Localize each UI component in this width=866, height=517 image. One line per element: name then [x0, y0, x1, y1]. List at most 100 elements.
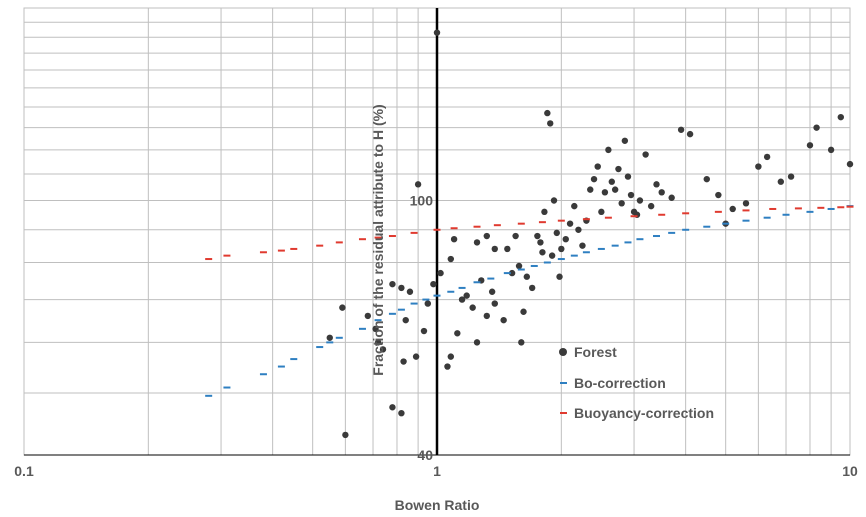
data-point [608, 178, 616, 185]
data-point [491, 300, 498, 307]
legend-label-bo-correction: Bo-correction [574, 375, 666, 391]
data-point [571, 202, 578, 210]
data-point [605, 146, 612, 154]
data-point [562, 235, 569, 243]
data-point [364, 312, 372, 320]
axes [24, 8, 850, 456]
data-point [473, 339, 481, 346]
data-point [454, 330, 461, 337]
data-point [447, 255, 455, 263]
data-point [518, 339, 525, 346]
data-point [827, 146, 835, 154]
data-point [806, 142, 814, 149]
data-point [379, 346, 387, 353]
y-tick-label: 40 [417, 447, 433, 463]
data-point [508, 269, 516, 277]
data-point [389, 280, 396, 288]
legend-item-buoyancy-correction: Buoyancy-correction [560, 405, 714, 421]
data-point [491, 245, 498, 253]
data-point [703, 175, 710, 183]
data-point [647, 202, 655, 210]
data-point [463, 292, 470, 299]
y-tick-label: 100 [410, 193, 434, 209]
data-point [402, 316, 409, 324]
data-point [444, 363, 451, 370]
data-point [553, 229, 560, 237]
data-point [755, 163, 762, 170]
data-point [406, 288, 414, 295]
data-point [458, 296, 466, 303]
y-axis-title: Fraction of the residual attribute to H … [370, 104, 386, 375]
data-point [547, 120, 554, 127]
data-point [374, 339, 382, 346]
data-point [787, 173, 795, 180]
data-point [539, 249, 546, 256]
data-point [412, 353, 420, 360]
data-point [424, 300, 431, 307]
data-point [483, 312, 490, 320]
data-point [339, 304, 346, 311]
data-point [326, 334, 333, 341]
data-point [627, 191, 635, 199]
data-point [537, 239, 544, 246]
data-point [658, 189, 665, 196]
data-point [515, 262, 523, 270]
data-point [642, 151, 649, 158]
data-point [548, 252, 556, 259]
data-point [372, 325, 379, 333]
data-point [636, 197, 644, 204]
data-point [624, 173, 632, 180]
legend-item-forest: Forest [559, 344, 617, 360]
series-2 [205, 205, 854, 261]
data-point [544, 109, 551, 117]
data-point [389, 404, 396, 411]
data-point [601, 189, 609, 196]
data-point [473, 239, 481, 246]
data-point [742, 200, 750, 207]
data-point [523, 273, 531, 280]
legend-marker-forest [559, 348, 567, 356]
data-point [430, 280, 437, 288]
data-point [437, 269, 444, 277]
data-point [556, 273, 563, 280]
data-point [398, 284, 405, 292]
data-point [342, 431, 349, 439]
legend: Forest Bo-correction Buoyancy-correction [559, 344, 714, 421]
data-point [414, 181, 422, 188]
data-point [653, 181, 660, 188]
data-point [504, 245, 511, 253]
data-point [512, 232, 519, 240]
x-tick-label: 1 [433, 463, 441, 479]
data-point [500, 316, 507, 324]
data-point [400, 358, 407, 365]
data-point [846, 160, 854, 168]
data-point [837, 113, 844, 121]
data-point [590, 175, 598, 183]
data-point [433, 29, 441, 36]
data-point [621, 137, 629, 144]
data-point [566, 220, 574, 227]
x-tick-label: 0.1 [14, 463, 34, 479]
legend-label-forest: Forest [574, 344, 617, 360]
data-point [520, 308, 527, 315]
data-point [528, 284, 536, 292]
data-point [558, 245, 565, 253]
data-point [763, 153, 771, 161]
data-point [618, 200, 625, 207]
data-point [550, 197, 558, 204]
data-point [813, 124, 820, 131]
data-point [579, 242, 586, 249]
data-point [420, 327, 428, 335]
data-point [575, 226, 582, 233]
x-tick-label: 10 [842, 463, 858, 479]
data-point [677, 126, 685, 133]
data-point [686, 130, 694, 138]
data-point [469, 304, 476, 311]
data-point [483, 232, 490, 240]
data-point [715, 191, 722, 199]
data-point [729, 205, 736, 213]
data-point [447, 353, 455, 360]
series-0 [326, 29, 854, 439]
